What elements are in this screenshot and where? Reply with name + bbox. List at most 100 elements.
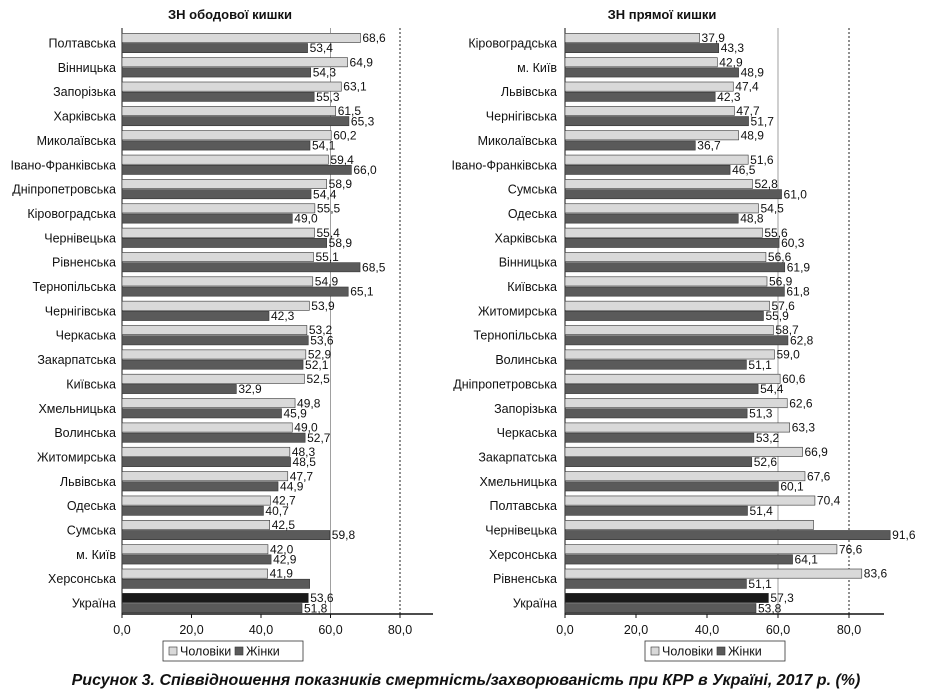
bar-female [564,140,696,151]
legend-swatch-female [716,646,726,656]
data-label: 51,7 [751,114,775,128]
bar-male [564,495,816,506]
bar-male [121,495,271,506]
bar-female [121,335,309,346]
legend-swatch-male [168,646,178,656]
data-label: 53,2 [756,431,780,445]
category-label: Херсонська [48,572,116,586]
bar-female [121,43,308,53]
bar-male [564,300,770,311]
data-label: 66,0 [353,163,377,177]
data-label: 51,3 [749,406,773,420]
bar-male [121,446,291,457]
bar-female [121,481,279,492]
bar-female [564,91,716,102]
data-label: 42,3 [717,90,741,104]
bar-male [121,568,268,579]
bar-male [121,57,348,68]
bar-female [121,578,310,589]
data-label: 64,9 [350,55,374,69]
bar-female [121,530,331,540]
category-label: Черкаська [497,426,557,440]
bar-male [564,471,806,482]
bar-male [564,568,863,579]
category-label: Чернівецька [485,524,557,538]
bar-male [121,398,296,409]
category-label: Київська [66,377,116,391]
bar-male [564,325,774,335]
bar-male [564,398,788,409]
category-label: Сумська [508,183,557,197]
bar-female [121,359,304,370]
category-label: Вінницька [499,256,557,270]
data-label: 53,6 [310,591,334,605]
category-label: Одеська [508,207,557,221]
data-label: 40,7 [265,504,289,518]
bar-male [564,227,763,238]
data-label: 68,6 [362,31,386,45]
data-label: 45,9 [284,406,308,420]
bar-male [564,57,718,68]
data-label: 55,4 [317,226,341,240]
category-label: Рівненська [52,256,116,270]
bar-female [121,238,327,248]
bar-female [564,578,747,589]
bar-male [121,203,316,214]
data-label: 53,2 [309,323,333,337]
bar-female [121,384,237,394]
category-label: Житомирська [478,304,557,318]
category-label: Сумська [67,524,116,538]
category-label: Херсонська [489,548,557,562]
data-label: 55,1 [315,250,339,264]
category-label: Дніпропетровська [12,183,116,197]
bar-male [121,252,314,262]
x-tick-label: 40,0 [249,623,273,637]
category-label: Львівська [501,85,557,99]
category-label: Волинська [54,426,116,440]
data-label: 54,3 [313,66,337,80]
category-label: Житомирська [37,450,116,464]
x-tick-label: 60,0 [318,623,342,637]
category-label: Чернігівська [45,304,116,318]
data-label: 52,8 [754,177,778,191]
category-label: Івано-Франківська [11,158,117,172]
bar-female [121,262,361,273]
bar-female [564,286,785,297]
data-label: 41,9 [270,567,294,581]
category-label: Кіровоградська [468,37,557,51]
data-label: 51,6 [750,153,774,167]
chart-title: ЗН ободової кишки [168,7,292,22]
data-label: 59,4 [330,153,354,167]
bar-female [564,603,757,614]
data-label: 52,1 [305,358,329,372]
data-label: 76,6 [839,542,863,556]
data-label: 54,1 [312,139,336,153]
category-label: Закарпатська [478,450,557,464]
data-label: 42,3 [271,309,295,323]
data-label: 68,5 [362,260,386,274]
bar-male [564,203,759,214]
legend: Чоловіки Жінки [162,640,304,662]
data-label: 49,8 [297,396,321,410]
x-tick-label: 0,0 [113,623,130,637]
data-label: 51,1 [748,358,772,372]
bar-male [121,227,315,238]
data-label: 61,8 [786,285,810,299]
legend-box [644,640,786,662]
data-label: 54,4 [313,187,337,201]
bar-female [564,67,739,78]
category-label: Рівненська [493,572,557,586]
data-label: 59,8 [332,528,356,542]
category-label: Івано-Франківська [452,158,558,172]
data-label: 54,4 [760,382,784,396]
data-label: 61,5 [338,104,362,118]
bar-female [121,505,264,516]
bar-female [564,116,749,127]
data-label: 65,1 [350,285,374,299]
data-label: 42,5 [272,518,296,532]
bar-male [564,349,775,360]
bar-female [564,164,731,175]
category-label: Одеська [67,499,116,513]
category-label: Чернігівська [486,110,557,124]
data-label: 52,7 [307,431,331,445]
